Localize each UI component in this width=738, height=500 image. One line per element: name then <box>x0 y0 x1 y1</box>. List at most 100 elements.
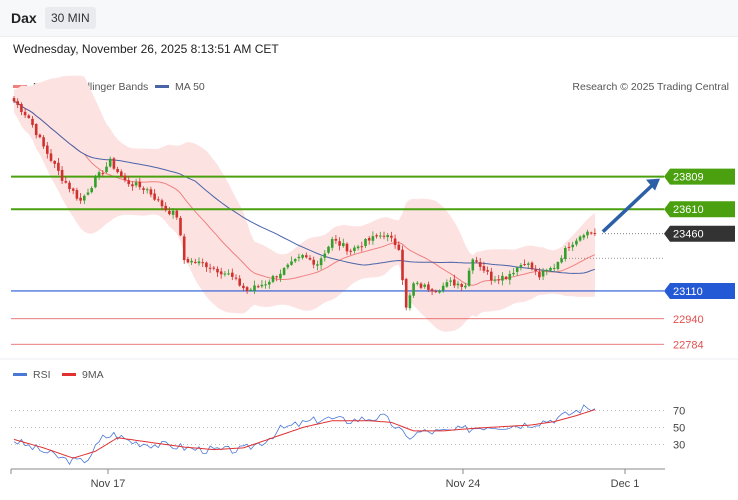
candle-body <box>234 277 238 279</box>
candle-body <box>556 262 560 269</box>
candle-body <box>323 253 327 258</box>
candle-body <box>386 235 389 238</box>
candle-body <box>256 286 260 288</box>
candle-body <box>404 279 408 308</box>
candle-body <box>578 236 582 241</box>
candle-body <box>134 182 138 186</box>
candle-body <box>238 278 241 286</box>
candle-body <box>460 284 463 287</box>
key-levels: 23809 23610 23460 23110 22940 22784 <box>11 168 735 351</box>
candle-body <box>290 261 293 265</box>
candle-body <box>408 295 412 309</box>
candle-body <box>242 285 245 289</box>
candle-body <box>475 260 478 262</box>
bollinger-band-area <box>14 75 595 332</box>
candle-body <box>393 238 397 246</box>
timeframe-button[interactable]: 30 MIN <box>45 7 96 29</box>
candle-body <box>20 104 23 112</box>
rsi-line <box>13 404 596 466</box>
candle-body <box>264 284 267 286</box>
candle-body <box>219 271 223 275</box>
candle-body <box>497 279 500 281</box>
candle-body <box>127 180 130 185</box>
arrow-shaft <box>601 182 656 233</box>
candle-body <box>571 244 574 248</box>
bollinger-band <box>14 75 595 332</box>
candle-body <box>490 271 493 281</box>
candle-body <box>79 197 82 201</box>
arrow-head <box>646 178 660 191</box>
candle-body <box>145 189 149 191</box>
datetime-label: Wednesday, November 26, 2025 8:13:51 AM … <box>13 42 279 56</box>
candle-body <box>416 282 419 284</box>
credit-label: Research © 2025 Trading Central <box>572 81 729 93</box>
candle-body <box>190 260 193 263</box>
candle-body <box>182 236 186 261</box>
candle-body <box>27 115 31 118</box>
candle-body <box>538 271 541 278</box>
candle-body <box>438 290 441 293</box>
candle-body <box>194 261 197 263</box>
candle-body <box>530 262 534 270</box>
candle-body <box>38 134 42 138</box>
candle-body <box>486 270 489 272</box>
rsi-ma-legend-label: 9MA <box>82 369 104 381</box>
candle-body <box>138 181 142 188</box>
candle-body <box>57 162 60 171</box>
candle-body <box>297 256 301 259</box>
candle-body <box>567 246 571 248</box>
target-arrow <box>601 178 660 233</box>
candle-body <box>186 259 190 263</box>
candle-body <box>397 244 401 250</box>
candle-body <box>12 98 16 102</box>
candle-body <box>46 145 49 154</box>
candle-body <box>94 176 97 188</box>
candle-body <box>552 267 556 269</box>
candle-body <box>586 231 589 236</box>
level-label-22940: 22940 <box>673 314 704 326</box>
candle-body <box>401 249 404 281</box>
candle-body <box>449 280 452 282</box>
rsi-ma-legend-swatch <box>62 373 76 376</box>
level-label-23460: 23460 <box>673 229 704 241</box>
candle-body <box>157 199 160 201</box>
header-bar: Dax 30 MIN <box>0 0 738 37</box>
candle-body <box>42 137 45 147</box>
level-badge-23110 <box>664 282 735 299</box>
candle-body <box>367 237 371 241</box>
candle-body <box>464 285 467 288</box>
level-badge-23610 <box>664 201 735 218</box>
candle-body <box>412 283 415 296</box>
candle-body <box>523 264 526 266</box>
candle-body <box>112 158 116 169</box>
candle-body <box>504 276 508 279</box>
candle-body <box>249 289 253 291</box>
candle-body <box>371 236 375 241</box>
candle-body <box>441 285 445 291</box>
candle-body <box>286 264 290 268</box>
candle-body <box>327 246 330 253</box>
candle-body <box>456 283 460 286</box>
candle-body <box>116 168 119 173</box>
level-label-23610: 23610 <box>673 204 704 216</box>
candle-body <box>423 284 426 287</box>
candle-body <box>427 284 430 290</box>
candle-body <box>364 239 367 246</box>
candle-body <box>501 275 504 281</box>
candle-body <box>275 276 278 278</box>
candle-body <box>419 283 423 288</box>
candle-body <box>541 270 545 277</box>
candle-body <box>589 232 593 234</box>
ma20-legend-swatch <box>13 85 27 88</box>
rsi-chart: 70 50 30 <box>11 404 685 466</box>
candle-body <box>260 284 264 287</box>
candle-body <box>478 262 482 267</box>
level-label-23809: 23809 <box>673 172 704 184</box>
candle-body <box>305 255 308 258</box>
candle-body <box>60 169 64 181</box>
candle-body <box>90 188 93 193</box>
candles <box>12 95 597 311</box>
ma50-legend-label: MA 50 <box>175 81 205 93</box>
candle-body <box>64 181 68 183</box>
